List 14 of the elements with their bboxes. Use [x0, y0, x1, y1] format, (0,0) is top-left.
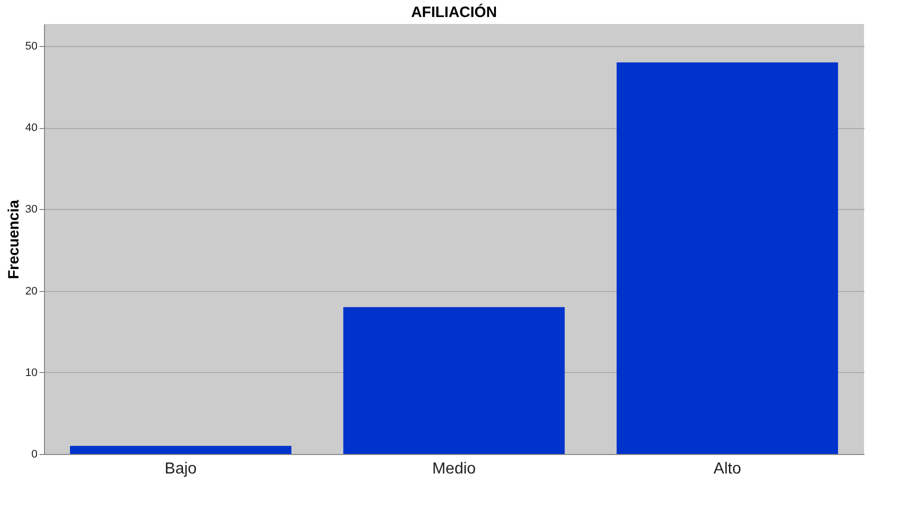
y-tick-label: 10 [25, 366, 38, 379]
y-tick-label: 40 [25, 122, 38, 134]
y-tick-label: 0 [31, 448, 38, 460]
y-tick-label: 50 [25, 40, 38, 53]
x-tick-label: Bajo [164, 460, 197, 478]
x-tick-label: Medio [432, 460, 476, 478]
chart-title: AFILIACIÓN [411, 3, 497, 21]
x-tick-label: Alto [714, 460, 742, 478]
bar [70, 446, 292, 454]
y-tick-label: 20 [25, 285, 38, 298]
y-tick-label: 30 [25, 204, 38, 216]
y-axis-title: Frecuencia [5, 199, 22, 280]
bar [616, 62, 838, 454]
bar [343, 307, 565, 454]
